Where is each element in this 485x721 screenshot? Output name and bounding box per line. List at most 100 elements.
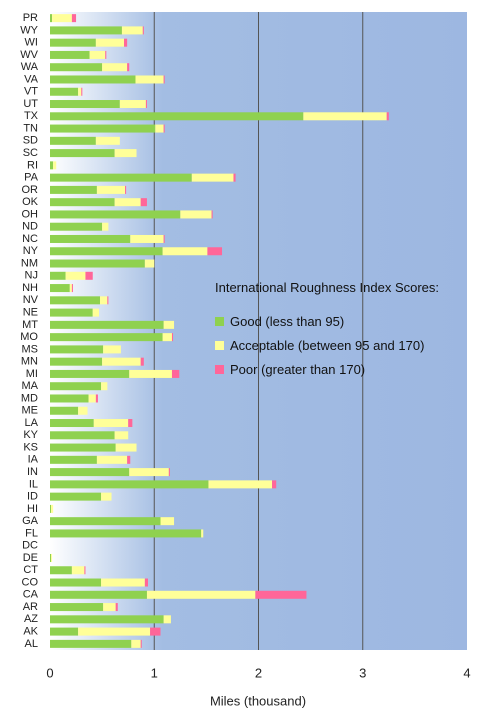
bar-segment — [50, 615, 164, 624]
bar-segment — [50, 627, 79, 636]
bar-segment — [50, 517, 161, 526]
bar-segment — [163, 75, 165, 84]
bar-segment — [100, 296, 108, 305]
bar-segment — [50, 406, 79, 415]
y-tick-label: GA — [22, 515, 39, 527]
bar-segment — [131, 639, 141, 648]
y-tick-label: WA — [21, 61, 39, 73]
y-tick-label: HI — [27, 503, 38, 515]
bar-segment — [50, 38, 96, 47]
bar-segment — [168, 468, 170, 477]
y-tick-label: UT — [23, 98, 38, 110]
bar-segment — [50, 345, 104, 354]
y-tick-label: NY — [23, 245, 39, 257]
bar-segment — [78, 406, 88, 415]
bar-segment — [162, 247, 208, 256]
y-tick-label: NV — [23, 294, 39, 306]
bar-segment — [211, 210, 213, 219]
bar-segment — [119, 100, 146, 109]
bar-segment — [50, 234, 131, 243]
bar-segment — [50, 14, 53, 23]
bar-segment — [50, 566, 72, 575]
bar-segment — [50, 198, 115, 207]
legend-label: Good (less than 95) — [230, 313, 345, 329]
bar-segment — [50, 185, 97, 194]
bar-segment — [208, 480, 273, 489]
y-tick-label: ME — [22, 405, 39, 417]
y-tick-label: AK — [23, 626, 38, 638]
bar-segment — [50, 468, 130, 477]
bar-segment — [125, 185, 127, 194]
y-tick-label: PA — [24, 172, 39, 184]
y-tick-label: FL — [25, 527, 38, 539]
bar-segment — [50, 222, 103, 231]
bar-segment — [114, 431, 129, 440]
bar-segment — [115, 443, 137, 452]
y-tick-label: CT — [23, 564, 38, 576]
bar-segment — [50, 75, 136, 84]
bar-segment — [50, 210, 181, 219]
bar-segment — [50, 443, 116, 452]
bar-segment — [50, 382, 102, 391]
y-tick-label: AZ — [24, 613, 38, 625]
bar-segment — [50, 419, 94, 428]
legend-label: Poor (greater than 170) — [230, 361, 366, 377]
x-tick-label: 4 — [463, 665, 470, 680]
bar-segment — [95, 136, 120, 145]
y-tick-label: NH — [22, 282, 38, 294]
y-tick-label: NE — [23, 307, 38, 319]
bar-segment — [93, 419, 129, 428]
bar-segment — [171, 369, 180, 378]
bar-segment — [96, 185, 126, 194]
bar-segment — [386, 112, 389, 121]
bar-segment — [50, 149, 115, 158]
y-tick-label: AR — [23, 601, 38, 613]
bar-segment — [102, 222, 109, 231]
bar-segment — [50, 480, 209, 489]
y-tick-label: OH — [22, 208, 39, 220]
y-tick-label: MA — [22, 380, 39, 392]
y-tick-label: WY — [20, 24, 38, 36]
y-tick-label: DE — [23, 552, 38, 564]
bar-segment — [50, 590, 147, 599]
bar-segment — [50, 63, 103, 72]
y-tick-label: NC — [22, 233, 38, 245]
y-tick-label: MD — [21, 392, 38, 404]
y-tick-label: TX — [24, 110, 39, 122]
y-tick-label: OK — [22, 196, 39, 208]
y-tick-label: IN — [27, 466, 38, 478]
bar-segment — [207, 247, 223, 256]
y-tick-label: SC — [23, 147, 38, 159]
x-axis-label: Miles (thousand) — [210, 693, 306, 708]
bar-segment — [272, 480, 277, 489]
bar-segment — [103, 345, 121, 354]
bar-segment — [50, 320, 164, 329]
legend-label: Acceptable (between 95 and 170) — [230, 337, 425, 353]
y-tick-label: MS — [22, 343, 39, 355]
bar-segment — [50, 87, 79, 96]
y-tick-label: OR — [22, 184, 39, 196]
y-tick-label: MI — [26, 368, 38, 380]
bar-segment — [50, 247, 163, 256]
y-tick-label: IL — [29, 478, 38, 490]
bar-segment — [128, 419, 133, 428]
bar-segment — [163, 615, 171, 624]
y-tick-label: MN — [21, 356, 38, 368]
bar-segment — [102, 357, 141, 366]
bar-segment — [50, 100, 120, 109]
y-tick-label: PR — [23, 12, 38, 24]
y-tick-label: NJ — [25, 270, 38, 282]
bar-segment — [50, 284, 70, 293]
bar-segment — [71, 14, 77, 23]
legend-swatch — [215, 316, 224, 326]
bar-segment — [50, 357, 103, 366]
bar-segment — [191, 173, 234, 182]
y-tick-label: VA — [24, 73, 39, 85]
bar-segment — [50, 492, 102, 501]
legend-item: Good (less than 95) — [215, 309, 455, 333]
bar-segment — [114, 198, 141, 207]
bar-segment — [140, 357, 144, 366]
bar-segment — [50, 431, 115, 440]
bar-segment — [50, 296, 101, 305]
